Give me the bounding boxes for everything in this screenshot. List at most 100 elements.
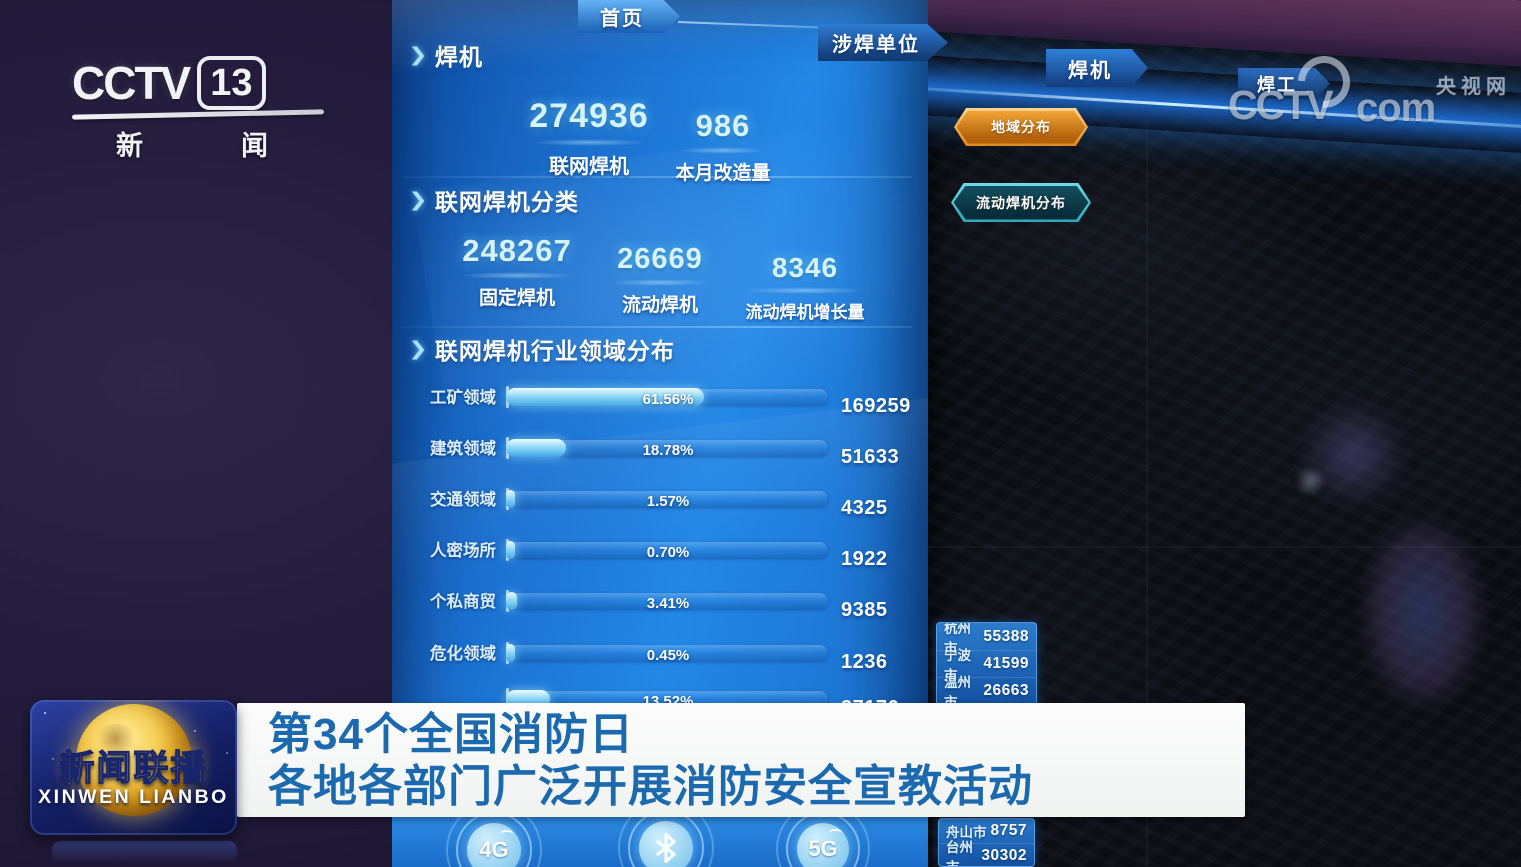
stat-networked-welders: 274936 联网焊机 [509,97,669,179]
mobile-welder-distribution-button[interactable]: 流动焊机分布 [951,183,1091,222]
bar-percent-label: 3.41% [646,595,690,612]
logo-underline [71,109,325,120]
cctv13-channel-logo: CCTV 13 新 闻 [71,56,352,161]
section-header-welders: ❯ 焊机 [408,38,483,72]
bar-fill [506,439,567,457]
section-header-categories: ❯ 联网焊机分类 [408,183,579,217]
city-stat-row: 台州市 30302 [939,840,1034,866]
section-divider [402,326,912,328]
section-title: 联网焊机行业领域分布 [434,338,675,364]
city-stat-row: 温州市 26663 [937,675,1036,705]
tab-label: 首页 [600,8,644,30]
city-stats-list: 舟山市 8757 台州市 30302 [938,818,1035,867]
section-arrow-icon: ❯ [408,189,428,211]
bar-value-label: 1236 [841,651,888,673]
city-name: 杭州市 [944,622,971,656]
city-stat-row: 舟山市 8757 [939,819,1034,843]
stat-mobile-welders: 26669 流动焊机 [590,243,730,317]
map-region-highlight [1360,515,1485,710]
city-stat-row: 杭州市 55388 [937,623,1036,656]
stat-value: 986 [663,108,783,154]
tab-label: 涉焊单位 [832,34,920,56]
bar-value-label: 51633 [841,446,900,468]
bar-value-label: 1922 [841,548,888,570]
logo-reflection [52,841,237,863]
bar-value-label: 169259 [841,395,911,417]
industry-bar-row: 人密场所 0.70% 1922 [392,537,928,570]
industry-bar-row: 建筑领域 18.78% 51633 [392,435,928,468]
star-decor [44,712,46,714]
5g-label: 5G [808,829,842,862]
bar-track [506,539,828,561]
xinwen-lianbo-program-logo: 新闻联播 XINWEN LIANBO [30,700,237,835]
city-value: 30302 [981,846,1027,864]
news-caption-bar: 第34个全国消防日 各地各部门广泛开展消防安全宣教活动 [237,703,1245,817]
bar-track [506,437,828,459]
tab-label: 焊工 [1257,74,1297,95]
signal-arc-icon [828,829,842,837]
stat-value: 26669 [590,243,730,286]
bar-percent-label: 18.78% [642,442,694,459]
industry-bar-row: 危化领域 0.45% 1236 [392,640,928,673]
globe-icon [76,704,192,816]
bar-category-label: 个私商贸 [430,593,496,611]
stat-value: 274936 [509,97,669,146]
bar-percent-label: 0.45% [646,647,690,664]
section-divider [402,176,912,178]
city-name: 宁波市 [944,648,971,683]
headline-line2: 各地各部门广泛开展消防安全宣教活动 [268,762,1033,811]
city-name: 温州市 [944,675,971,706]
tab-label: 焊机 [1068,59,1112,82]
bar-value-label: 4325 [841,497,888,519]
section-header-industry: ❯ 联网焊机行业领域分布 [408,332,675,366]
4g-label: 4G [479,830,513,863]
stat-label: 固定焊机 [478,288,555,309]
tab-welding-units[interactable]: 涉焊单位 [818,24,948,61]
bar-fill [506,541,515,559]
city-value: 55388 [983,627,1029,645]
led-panel-seam [1146,120,1148,867]
bar-fill [506,490,515,508]
region-distribution-button[interactable]: 地域分布 [954,108,1088,146]
led-panel-seam [928,546,1521,548]
bluetooth-status-icon [618,800,714,867]
bar-percent-label: 61.56% [642,391,694,408]
channel-name: 新 闻 [116,124,268,163]
headline-line1: 第34个全国消防日 [268,710,634,759]
stat-value: 8346 [720,252,890,294]
stat-mobile-welder-growth: 8346 流动焊机增长量 [720,252,890,323]
stat-label: 流动焊机增长量 [745,303,865,322]
tab-home[interactable]: 首页 [578,0,680,33]
stat-fixed-welders: 248267 固定焊机 [437,233,597,310]
bar-track [506,488,828,510]
bar-track [506,642,828,664]
bar-category-label: 交通领域 [430,491,496,509]
city-stat-row: 宁波市 41599 [937,648,1036,683]
bar-category-label: 建筑领域 [430,440,496,458]
map-region-highlight [1296,392,1411,517]
industry-bar-row: 个私商贸 3.41% 9385 [392,588,928,621]
city-value: 8757 [990,822,1027,839]
4g-status-icon: 4G [446,802,542,867]
tab-welders[interactable]: 焊机 [1046,49,1148,87]
section-title: 联网焊机分类 [434,189,579,215]
tab-welding-workers[interactable]: 焊工 [1238,68,1330,99]
bar-category-label: 危化领域 [430,645,496,663]
industry-bar-row: 工矿领域 61.56% 169259 [392,384,928,417]
section-title: 焊机 [434,44,483,70]
button-label: 流动焊机分布 [976,194,1066,211]
stat-monthly-retrofit: 986 本月改造量 [663,108,783,185]
industry-bar-row: 交通领域 1.57% 4325 [392,486,928,519]
city-value: 41599 [983,655,1029,672]
stat-label: 本月改造量 [675,163,771,184]
stat-label: 流动焊机 [621,295,698,316]
bar-category-label: 工矿领域 [430,389,496,407]
button-label: 地域分布 [991,119,1051,135]
city-name: 舟山市 [946,825,987,840]
channel-number-badge: 13 [197,56,266,110]
bluetooth-icon [656,833,676,863]
stat-label: 联网焊机 [549,156,629,178]
bar-percent-label: 1.57% [646,493,690,510]
bar-value-label: 9385 [841,599,888,621]
